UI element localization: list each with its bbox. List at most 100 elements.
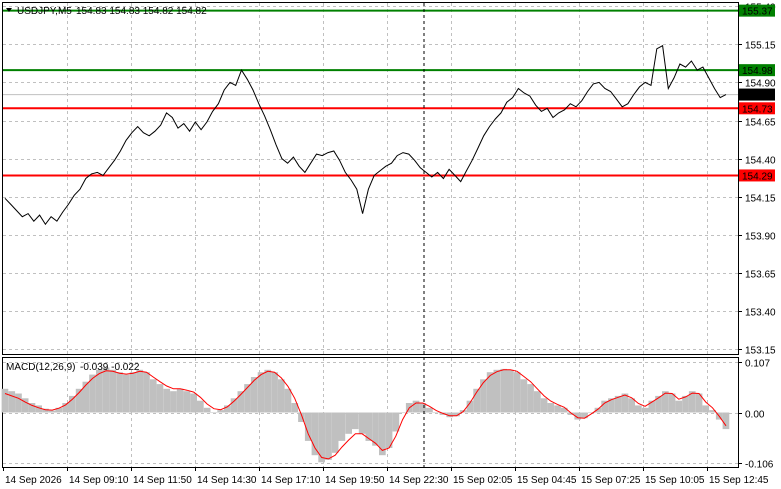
price-tick-label: 154.40 [745, 156, 776, 167]
macd-histogram-bar [89, 374, 96, 413]
macd-histogram-bar [338, 412, 346, 441]
time-tick-label: 14 Sep 22:30 [389, 475, 449, 486]
macd-histogram-bar [601, 400, 608, 413]
macd-tick-label: 0.00 [745, 410, 765, 421]
macd-histogram-bar [28, 403, 36, 413]
price-panel: 155.40155.15154.90154.65154.40154.15153.… [2, 2, 776, 357]
macd-panel: 0.107 0.00 -0.106 MACD(12,26,9) -0.039 -0.… [1, 357, 774, 471]
resistance-level-label: 154.98 [742, 66, 773, 77]
time-tick-label: 15 Sep 04:45 [517, 475, 577, 486]
price-tick-label: 153.65 [745, 270, 776, 281]
time-tick-label: 14 Sep 19:50 [325, 475, 385, 486]
macd-histogram-bar [183, 391, 191, 413]
macd-histogram-bar [466, 400, 474, 413]
macd-histogram-bar [291, 403, 299, 413]
macd-histogram-bar [682, 395, 689, 413]
time-tick-label: 15 Sep 02:05 [453, 475, 513, 486]
macd-histogram-bar [608, 398, 615, 413]
macd-histogram-bar [520, 379, 528, 413]
macd-histogram-bar [102, 367, 110, 413]
macd-histogram-bar [244, 384, 251, 413]
dropdown-triangle-icon[interactable] [6, 8, 12, 12]
macd-histogram-bar [149, 379, 157, 413]
resistance-level-label: 155.37 [742, 7, 773, 18]
support-level-badge [739, 102, 775, 115]
macd-histogram-bar [116, 372, 123, 413]
macd-histogram-bar [688, 391, 696, 413]
macd-values: -0.039 -0.022 [80, 362, 140, 373]
macd-histogram-bar [298, 412, 305, 422]
macd-histogram-bar [628, 398, 635, 413]
time-tick-label: 15 Sep 12:45 [709, 475, 769, 486]
macd-histogram-bar [69, 395, 76, 413]
macd-histogram-bar [42, 408, 49, 413]
macd-histogram-bar [500, 368, 507, 413]
macd-histogram-bar [554, 405, 561, 413]
macd-histogram-bar [527, 384, 534, 413]
macd-histogram-bar [15, 393, 22, 413]
ohlc-values: 154.83 154.83 154.82 154.82 [76, 6, 207, 17]
macd-histogram-bar [473, 388, 480, 413]
price-grid [3, 3, 738, 354]
time-tick-label: 15 Sep 07:25 [581, 475, 641, 486]
macd-histogram-bar [372, 412, 379, 446]
macd-histogram-bar [284, 388, 292, 413]
macd-histogram-bar [547, 403, 555, 413]
resistance-level-badge [739, 64, 775, 77]
price-tick-label: 153.40 [745, 308, 776, 319]
macd-histogram-bar [352, 412, 359, 430]
macd-histogram-bar [493, 369, 501, 413]
macd-tick-label: -0.106 [745, 460, 774, 471]
macd-tick-label: 0.107 [745, 359, 770, 370]
macd-histogram-bar [156, 384, 164, 413]
macd-histogram-bar [662, 391, 669, 413]
macd-histogram-bar [230, 398, 238, 413]
macd-histogram-bar [250, 377, 258, 413]
macd-histogram-bar [163, 388, 171, 413]
macd-histogram-bar [210, 412, 218, 413]
macd-histogram-bar [432, 412, 440, 413]
macd-histogram-bar [197, 400, 204, 413]
time-tick-label: 14 Sep 2026 [5, 475, 62, 486]
macd-histogram-bar [614, 395, 622, 413]
price-tick-label: 154.65 [745, 118, 776, 129]
macd-histogram-bar [594, 407, 602, 413]
macd-histogram-bar [277, 379, 285, 413]
macd-histogram-bar [331, 412, 339, 453]
macd-histogram-bar [109, 369, 117, 413]
macd-histogram-bar [311, 412, 319, 456]
macd-histogram-bar [426, 407, 433, 413]
price-tick-label: 154.15 [745, 194, 776, 205]
macd-histogram-bar [8, 391, 16, 413]
macd-histogram-bar [365, 412, 373, 441]
macd-histogram-bar [345, 412, 352, 434]
macd-histogram-bar [136, 369, 144, 413]
macd-histogram-bar [648, 400, 656, 413]
macd-histogram-bar [668, 393, 676, 413]
macd-histogram-bar [379, 412, 386, 456]
macd-histogram-bar [399, 412, 406, 413]
macd-histogram-bar [217, 410, 224, 413]
macd-histogram-bar [385, 412, 393, 448]
macd-histogram-bar [412, 400, 420, 413]
macd-histogram-bar [35, 405, 42, 413]
macd-header: MACD(12,26,9) -0.039 -0.022 [6, 362, 140, 373]
macd-histogram-bar [75, 388, 83, 413]
support-level-badge [739, 169, 775, 182]
price-tick-label: 153.15 [745, 346, 776, 357]
macd-histogram-bar [419, 403, 427, 413]
price-tick-label: 154.90 [745, 79, 776, 90]
macd-histogram-bar [480, 379, 487, 413]
price-tick-label: 155.15 [745, 41, 776, 52]
macd-signal-line [4, 369, 727, 460]
symbol-label: USDJPY,M5 [17, 6, 72, 17]
macd-histogram-bar [48, 410, 56, 413]
macd-histogram-bar [96, 369, 103, 413]
macd-histogram [1, 367, 730, 463]
macd-histogram-bar [581, 412, 588, 419]
resistance-level-badge [739, 4, 775, 17]
macd-histogram-bar [21, 398, 29, 413]
current-price-badge [739, 88, 775, 101]
macd-histogram-bar [1, 388, 9, 413]
